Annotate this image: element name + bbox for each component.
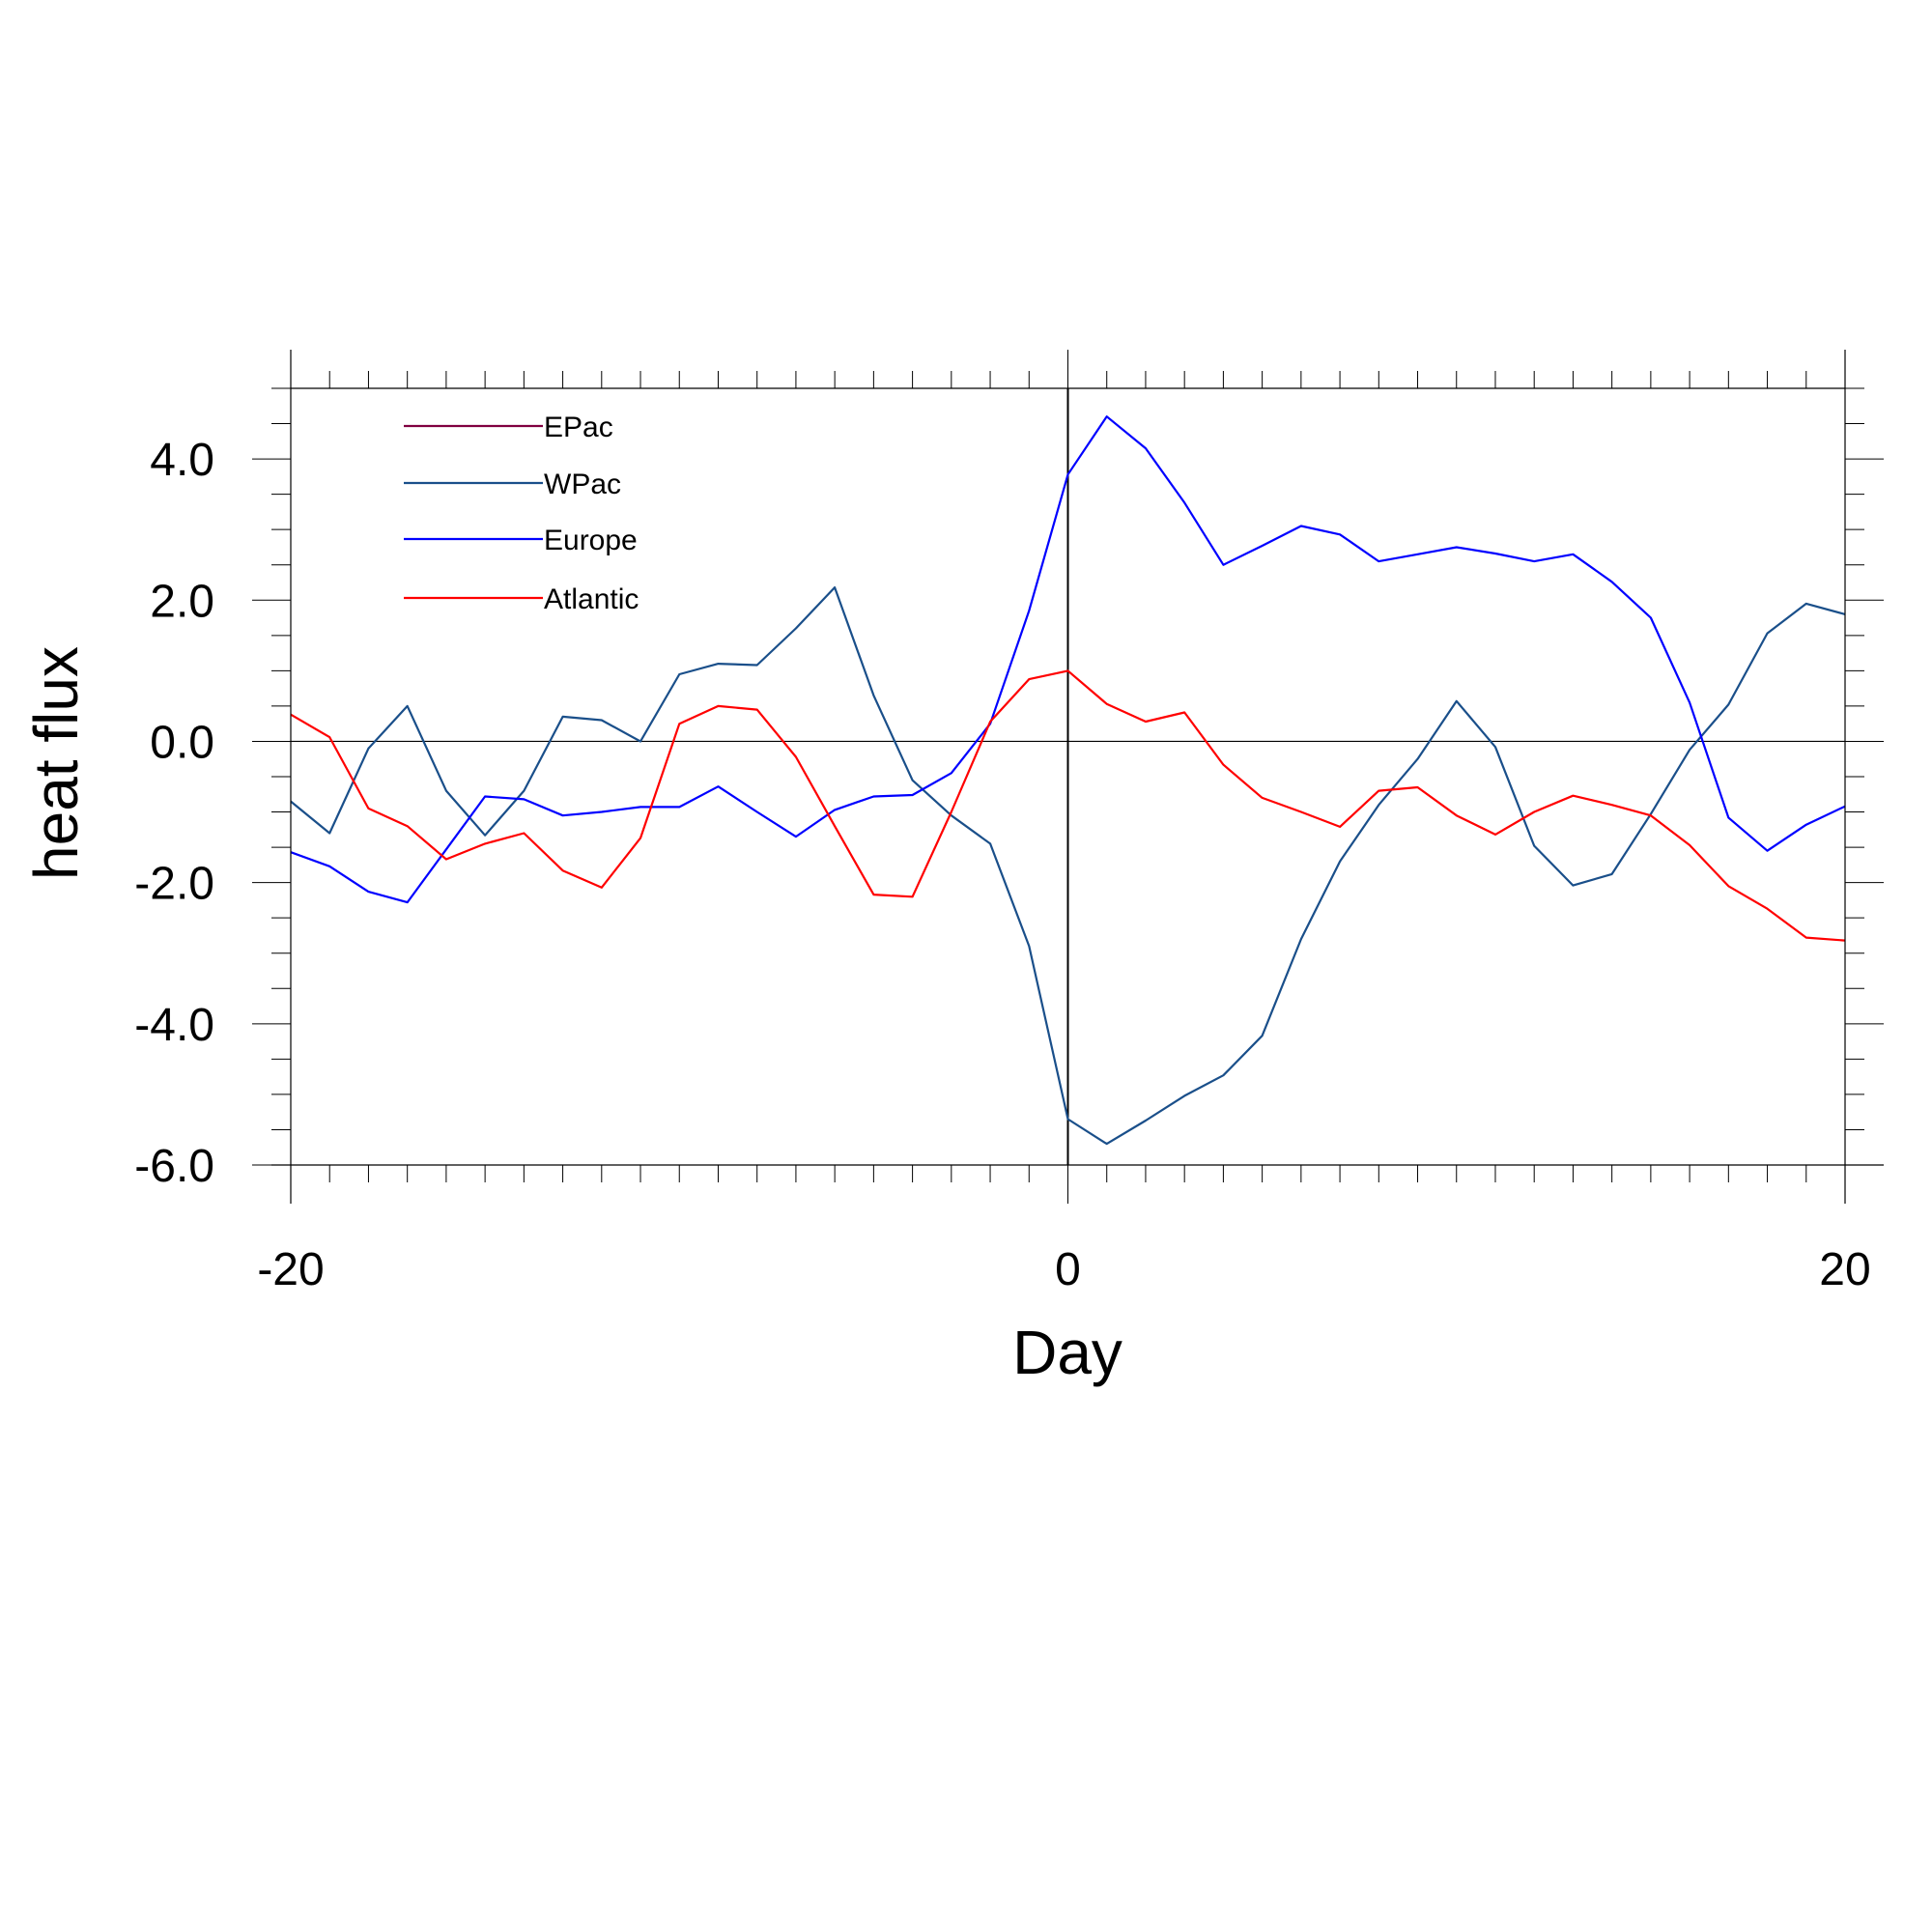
legend-label-wpac: WPac [544, 469, 621, 500]
y-tick-label: 0.0 [150, 717, 214, 768]
y-tick-label: -2.0 [134, 859, 214, 910]
tick-labels: -20 0 20 4.0 2.0 0.0 -2.0 -4.0 -6.0 [134, 435, 1870, 1295]
series-line-europe [290, 415, 1846, 904]
x-axis-label: Day [1012, 1318, 1122, 1387]
x-tick-label: 20 [1819, 1244, 1870, 1295]
y-tick-label: 2.0 [150, 576, 214, 627]
y-tick-label: -4.0 [134, 1000, 214, 1051]
y-axis-label: heat flux [21, 646, 91, 880]
legend-label-atlantic: Atlantic [544, 583, 639, 615]
x-tick-label: -20 [257, 1244, 324, 1295]
legend-label-epac: EPac [544, 412, 613, 443]
tick-marks [252, 350, 1884, 1204]
y-tick-label: -6.0 [134, 1141, 214, 1192]
reference-lines [291, 388, 1845, 1165]
series-lines [290, 415, 1846, 1146]
plot-frame [271, 350, 1884, 1204]
series-line-atlantic [290, 669, 1846, 942]
legend: EPac WPac Europe Atlantic [404, 412, 639, 615]
x-tick-label: 0 [1055, 1244, 1081, 1295]
y-tick-label: 4.0 [150, 435, 214, 486]
series-line-wpac [290, 585, 1846, 1146]
legend-label-europe: Europe [544, 525, 638, 556]
